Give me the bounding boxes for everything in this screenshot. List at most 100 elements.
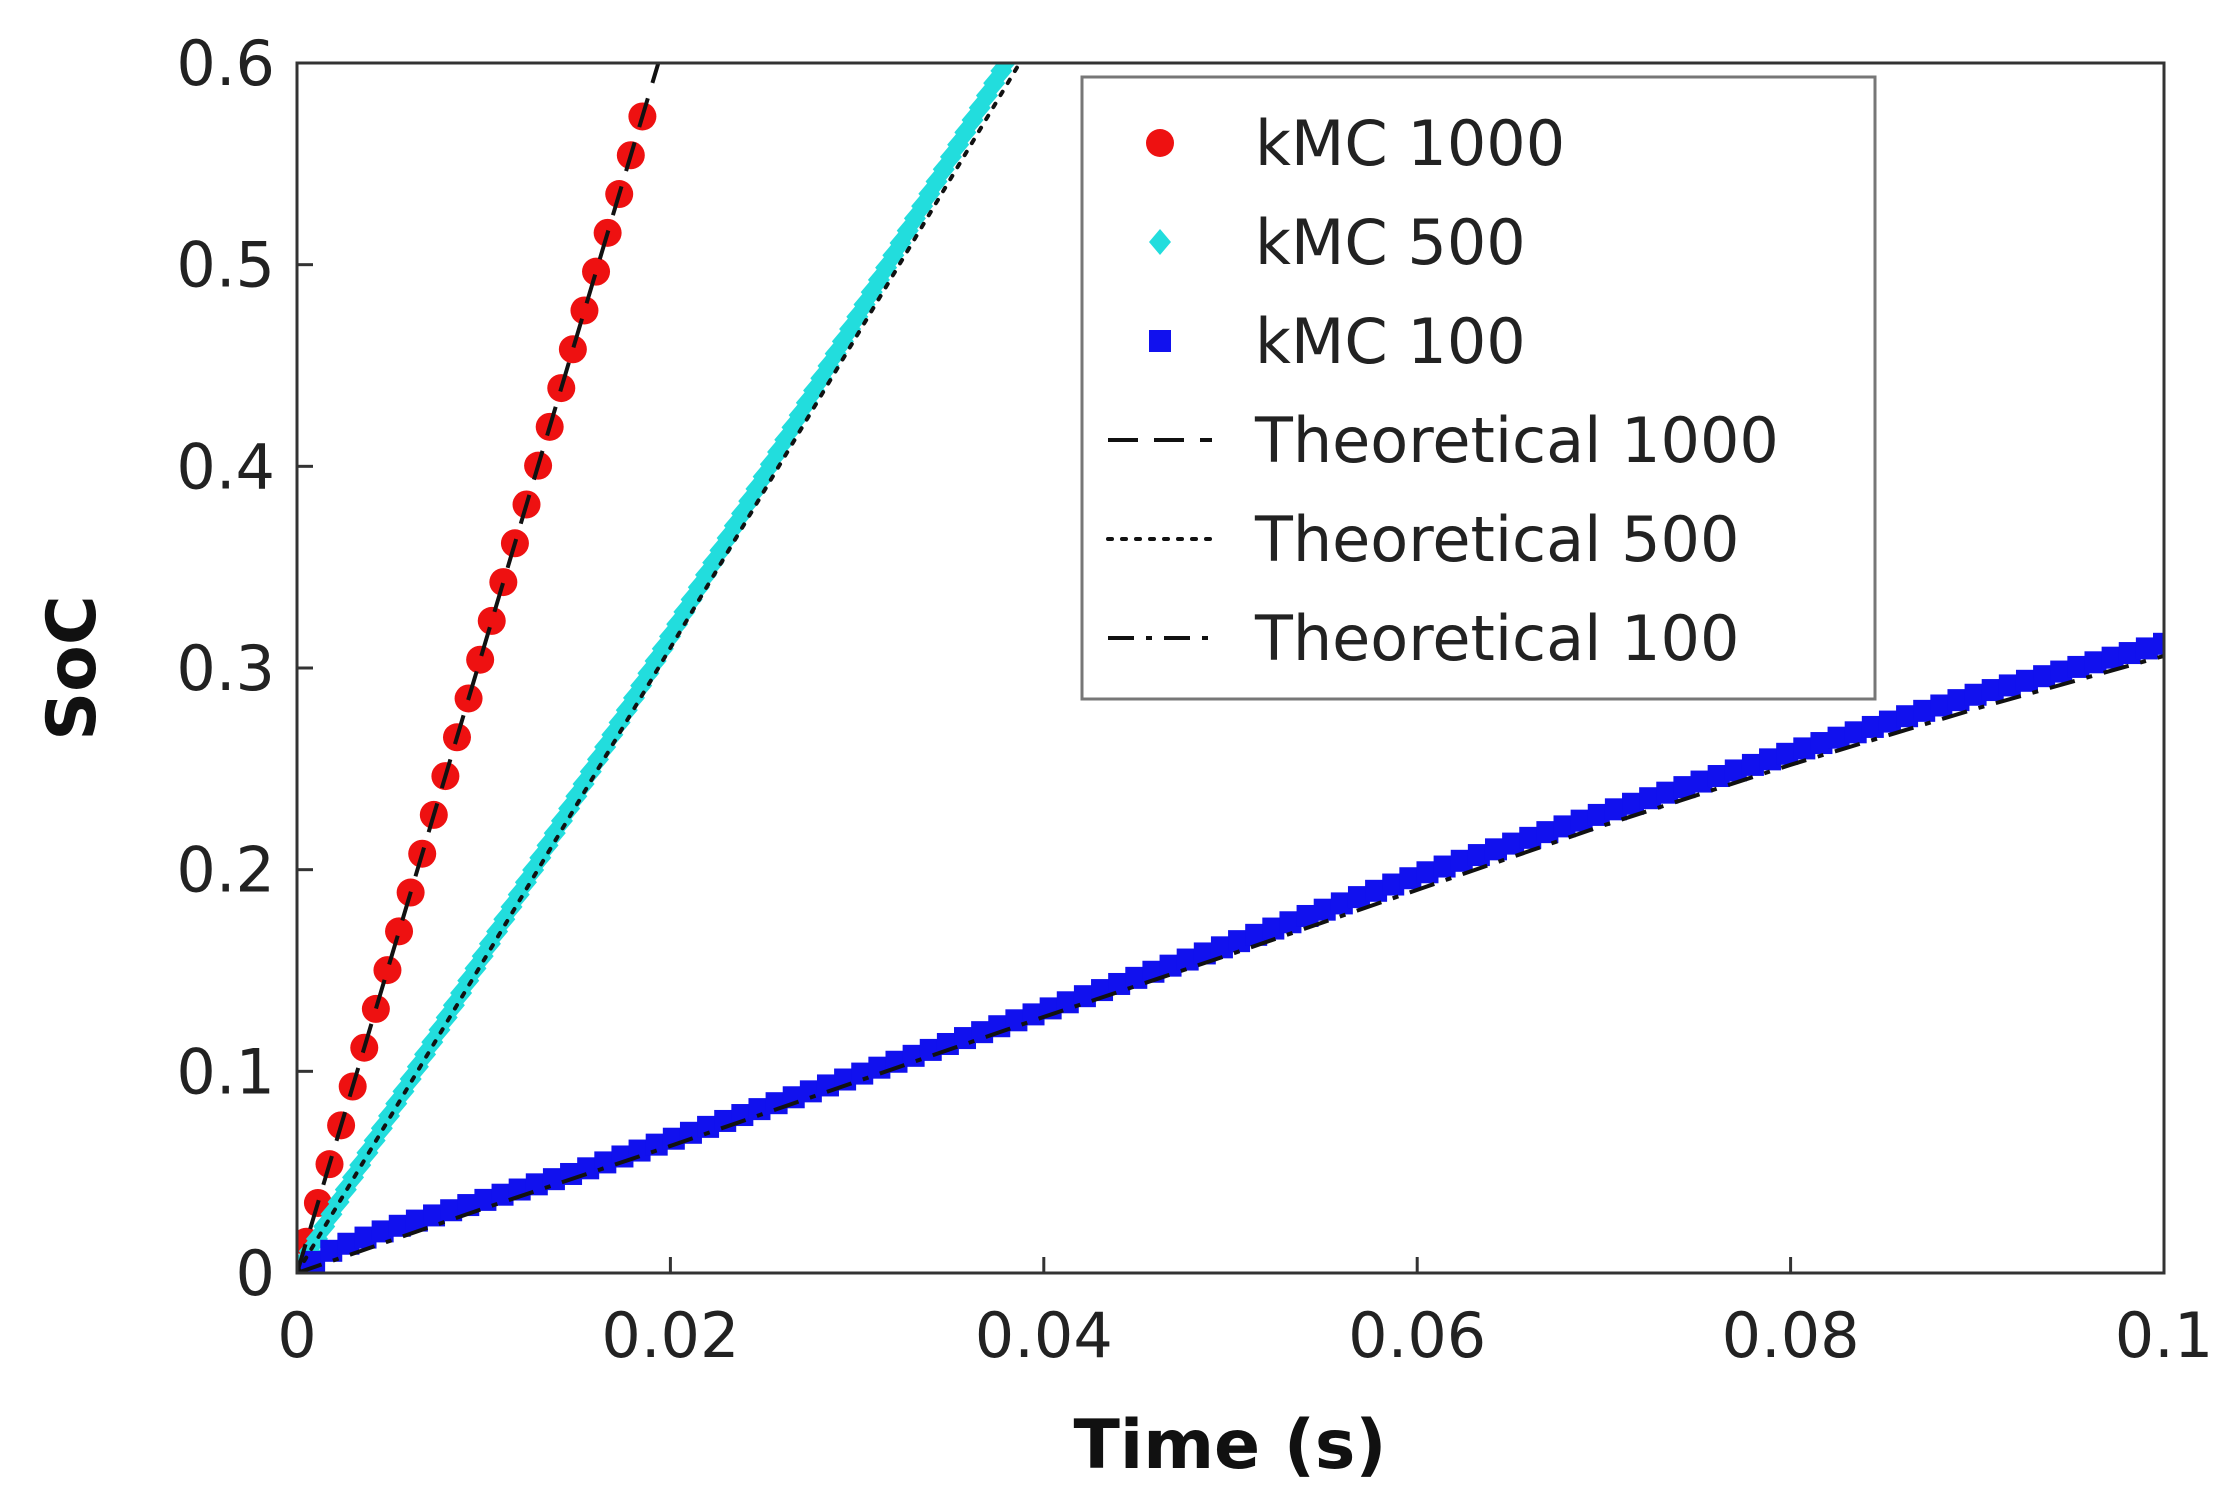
data-point	[1193, 942, 1216, 965]
line-theoretical-500	[297, 63, 1022, 1273]
data-point	[2033, 665, 2056, 688]
data-point	[1604, 798, 1627, 821]
data-point	[1484, 838, 1507, 861]
data-point	[2101, 646, 2124, 669]
y-tick-label: 0.6	[176, 27, 275, 100]
y-tick-label: 0.1	[176, 1035, 275, 1108]
data-point	[371, 1220, 394, 1243]
data-point	[1536, 821, 1559, 844]
x-tick-label: 0.04	[975, 1299, 1113, 1372]
data-point	[388, 1214, 411, 1237]
data-point	[1313, 898, 1336, 921]
y-tick-label: 0	[236, 1237, 275, 1310]
data-point	[2015, 669, 2038, 692]
data-point	[1073, 985, 1096, 1008]
legend-item-kmc-1000: kMC 1000	[1146, 107, 1565, 180]
legend-marker	[1146, 129, 1174, 157]
data-point	[1861, 715, 1884, 738]
data-point	[2067, 655, 2090, 678]
x-tick-label: 0.02	[601, 1299, 739, 1372]
series-kmc-500	[297, 33, 1027, 1273]
data-point	[2050, 660, 2073, 683]
data-point	[1964, 683, 1987, 706]
line-theoretical-1000	[297, 63, 661, 1273]
data-point	[1279, 911, 1302, 934]
data-point	[1776, 742, 1799, 765]
data-point	[354, 1226, 377, 1249]
data-point	[1365, 879, 1388, 902]
data-point	[1176, 948, 1199, 971]
legend-label: kMC 100	[1255, 305, 1526, 378]
data-point	[1673, 776, 1696, 799]
data-point	[1981, 679, 2004, 702]
data-point	[489, 568, 518, 597]
data-point	[748, 1098, 771, 1121]
data-point	[2153, 632, 2164, 655]
legend-label: Theoretical 500	[1254, 503, 1739, 576]
data-point	[1228, 930, 1251, 953]
data-point	[1707, 765, 1730, 788]
line-theoretical-100	[297, 653, 2164, 1273]
data-point	[1656, 781, 1679, 804]
data-point	[1159, 954, 1182, 977]
data-point	[1125, 966, 1148, 989]
x-tick-label: 0.08	[1722, 1299, 1860, 1372]
data-point	[679, 1121, 702, 1144]
data-point	[466, 645, 495, 674]
data-point	[1330, 892, 1353, 915]
data-point	[1622, 792, 1645, 815]
legend-label: Theoretical 100	[1254, 602, 1739, 675]
data-point	[1793, 737, 1816, 760]
legend-box	[1080, 75, 1877, 701]
series-layer	[297, 33, 2164, 1273]
legend-label: kMC 1000	[1255, 107, 1565, 180]
data-point	[1913, 699, 1936, 722]
legend-marker	[1149, 229, 1171, 255]
y-tick-label: 0.3	[176, 632, 275, 705]
data-point	[1005, 33, 1027, 59]
data-point	[782, 1086, 805, 1109]
data-point	[1570, 809, 1593, 832]
data-point	[2084, 651, 2107, 674]
data-point	[582, 257, 611, 286]
data-point	[1587, 803, 1610, 826]
data-point	[525, 1173, 548, 1196]
data-point	[1878, 710, 1901, 733]
data-point	[1519, 826, 1542, 849]
legend-label: Theoretical 1000	[1254, 404, 1779, 477]
data-point	[570, 296, 599, 325]
x-tick-label: 0.1	[2115, 1299, 2214, 1372]
legend-item-kmc-500: kMC 500	[1149, 206, 1526, 279]
data-point	[1690, 770, 1713, 793]
data-point	[1433, 855, 1456, 878]
data-point	[2135, 637, 2158, 660]
legend-item-kmc-100: kMC 100	[1149, 305, 1526, 378]
data-point	[1056, 991, 1079, 1014]
data-point	[477, 606, 506, 635]
data-point	[320, 1239, 343, 1262]
x-axis-label: Time (s)	[1074, 1406, 1387, 1485]
data-point	[1759, 748, 1782, 771]
data-point	[1262, 917, 1285, 940]
data-point	[558, 335, 587, 364]
data-point	[373, 956, 402, 985]
data-point	[697, 1115, 720, 1138]
data-point	[1827, 726, 1850, 749]
data-point	[1502, 832, 1525, 855]
data-point	[1553, 815, 1576, 838]
data-point	[1210, 936, 1233, 959]
legend-marker	[1149, 330, 1171, 352]
data-point	[491, 1183, 514, 1206]
data-point	[799, 1080, 822, 1103]
data-point	[542, 1168, 565, 1191]
legend-item-theoretical-100: Theoretical 100	[1108, 602, 1739, 675]
data-point	[1416, 861, 1439, 884]
x-tick-label: 0	[277, 1299, 316, 1372]
data-point	[1245, 923, 1268, 946]
data-point	[1005, 1009, 1028, 1032]
data-point	[1347, 886, 1370, 909]
data-point	[1639, 787, 1662, 810]
legend-item-theoretical-1000: Theoretical 1000	[1108, 404, 1779, 477]
data-point	[1844, 721, 1867, 744]
data-point	[1998, 674, 2021, 697]
